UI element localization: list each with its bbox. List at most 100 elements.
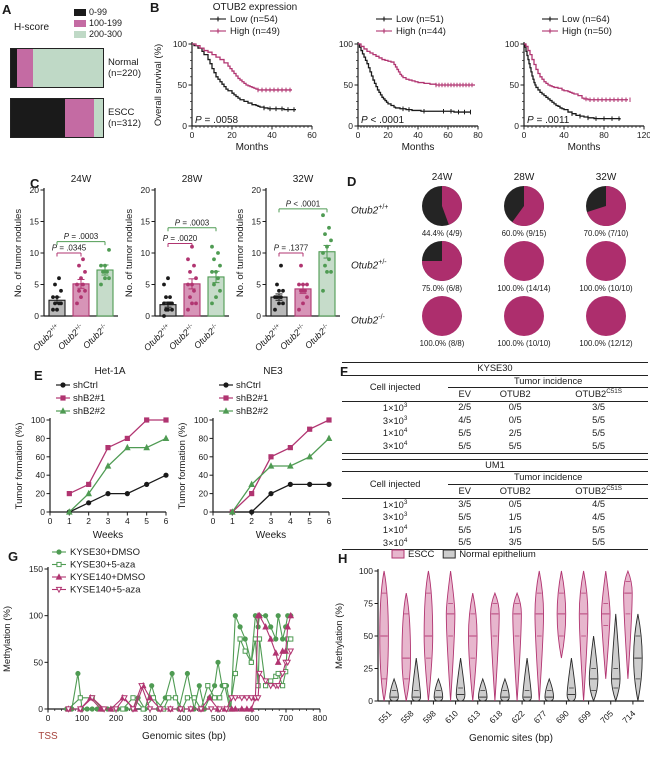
methylation-violin-chart: ESCC Normal epithelium 0 25 50 75 100 551 558 598… <box>332 543 650 757</box>
pie-cell: 75.0% (6/8) <box>401 238 483 293</box>
nodule-chart-32W: 32W 0 5 10 15 20 Otub2+/+Otub2+/-Otub2-/- P = .… <box>235 174 340 353</box>
svg-text:60: 60 <box>443 130 453 140</box>
svg-text:5: 5 <box>34 280 39 290</box>
svg-text:shCtrl: shCtrl <box>73 380 98 391</box>
svg-text:75: 75 <box>364 599 374 609</box>
hscore-legend-item: 100-199 <box>74 18 122 29</box>
svg-text:KYSE140+5-aza: KYSE140+5-aza <box>70 585 141 596</box>
pie <box>504 296 544 336</box>
svg-text:150: 150 <box>29 564 43 574</box>
svg-text:677: 677 <box>532 708 549 725</box>
svg-text:60: 60 <box>307 130 317 140</box>
tumor-nodule-charts: 24W 0 5 10 15 20 Otub2+/+ Otub2+/- Otub2-/- P = .… <box>12 168 345 365</box>
svg-text:60: 60 <box>36 452 46 462</box>
svg-text:100: 100 <box>194 415 208 425</box>
svg-text:100: 100 <box>359 566 373 576</box>
panel-e-label: E <box>34 368 43 383</box>
svg-text:3: 3 <box>269 516 274 526</box>
pie-row: Otub2+/+ 44.4% (4/9) 60.0% (9/15) 70.0% (7/… <box>345 183 650 238</box>
svg-text:25: 25 <box>364 664 374 674</box>
svg-text:Months: Months <box>402 142 435 153</box>
svg-text:Otub2+/-: Otub2+/- <box>56 322 85 351</box>
svg-text:0: 0 <box>190 130 195 140</box>
svg-text:50: 50 <box>34 657 44 667</box>
svg-text:1: 1 <box>67 516 72 526</box>
svg-text:0: 0 <box>40 507 45 517</box>
panel-h: H ESCC Normal epithelium 0 25 50 75 100 551 558 5… <box>332 543 650 757</box>
svg-text:50: 50 <box>510 80 520 90</box>
svg-text:No. of tumor nodules: No. of tumor nodules <box>124 209 135 297</box>
pie-row: Otub2-/- 100.0% (8/8) 100.0% (10/10) 100.0%… <box>345 293 650 348</box>
svg-text:Overall survival (%): Overall survival (%) <box>153 44 164 126</box>
svg-text:Otub2-/-: Otub2-/- <box>81 322 109 350</box>
svg-text:High (n=50): High (n=50) <box>562 26 612 37</box>
svg-text:100: 100 <box>75 713 89 723</box>
nodule-chart-24W: 24W 0 5 10 15 20 Otub2+/+Otub2+/-Otub2-/- P = .… <box>13 174 118 353</box>
svg-text:20: 20 <box>199 489 209 499</box>
svg-text:15: 15 <box>252 217 262 227</box>
pie-cell: 44.4% (4/9) <box>401 183 483 238</box>
panel-c-label: C <box>30 176 40 191</box>
svg-text:622: 622 <box>509 708 526 725</box>
svg-text:40: 40 <box>413 130 423 140</box>
svg-text:Tumor formation (%): Tumor formation (%) <box>14 423 25 510</box>
svg-text:Otub2+/+: Otub2+/+ <box>142 322 173 353</box>
svg-text:P = .0020: P = .0020 <box>163 234 198 243</box>
panel-c: C 24W 0 5 10 15 20 Otub2+/+ Otub2+/- Otub2-/- P =… <box>12 168 345 365</box>
svg-text:3: 3 <box>106 516 111 526</box>
svg-text:TSS: TSS <box>38 731 58 742</box>
pie <box>422 241 462 281</box>
svg-text:1: 1 <box>230 516 235 526</box>
svg-text:618: 618 <box>487 708 504 725</box>
table-row: 1×103 3/5 0/5 4/5 <box>382 498 606 510</box>
svg-text:No. of tumor nodules: No. of tumor nodules <box>13 209 24 297</box>
svg-text:0: 0 <box>211 516 216 526</box>
svg-text:400: 400 <box>177 713 191 723</box>
legend-swatch <box>74 31 86 38</box>
svg-text:KYSE30+5-aza: KYSE30+5-aza <box>70 560 136 571</box>
table-row: 1×103 2/5 0/5 3/5 <box>382 401 606 414</box>
nodule-chart-28W: 28W 0 5 10 15 20 Otub2+/+Otub2+/-Otub2-/- P = .… <box>124 174 229 353</box>
svg-text:Otub2+/+: Otub2+/+ <box>253 322 284 353</box>
formation-chart-Het-1A: Het-1A shCtrl shB2#1 shB2#2 0 20 40 60 80 100 0 1 2 3… <box>14 366 170 541</box>
svg-text:KYSE140+DMSO: KYSE140+DMSO <box>70 572 145 583</box>
km-plot-3: Low (n=64)High (n=50) 0 50 100 0 40 80 120 P = .… <box>505 14 650 153</box>
svg-text:Methylation (%): Methylation (%) <box>2 606 13 672</box>
svg-text:100: 100 <box>339 39 353 49</box>
svg-text:P < .0001: P < .0001 <box>286 199 321 208</box>
svg-text:OTUB2 expression: OTUB2 expression <box>213 2 297 13</box>
svg-text:600: 600 <box>245 713 259 723</box>
pie <box>586 186 627 226</box>
incidence-table-UM1: UM1 Cell injected Tumor incidence EV OTUB2 OT… <box>342 458 648 551</box>
pie <box>422 296 462 336</box>
hscore-bar-row: Normal (n=220) <box>10 48 152 88</box>
svg-text:0: 0 <box>38 704 43 714</box>
svg-text:500: 500 <box>211 713 225 723</box>
svg-text:4: 4 <box>125 516 130 526</box>
pie <box>422 186 462 226</box>
panel-g-label: G <box>8 549 19 564</box>
svg-text:5: 5 <box>144 516 149 526</box>
svg-text:598: 598 <box>421 708 438 725</box>
svg-text:20: 20 <box>141 185 151 195</box>
svg-text:Otub2+/+: Otub2+/+ <box>31 322 62 353</box>
svg-text:Otub2-/-: Otub2-/- <box>192 322 220 350</box>
tumor-incidence-tables: KYSE30 Cell injected Tumor incidence EV OTUB… <box>342 362 648 555</box>
svg-text:15: 15 <box>30 217 40 227</box>
svg-text:shB2#2: shB2#2 <box>236 406 268 417</box>
svg-text:800: 800 <box>313 713 327 723</box>
svg-text:40: 40 <box>199 470 209 480</box>
svg-text:50: 50 <box>364 631 374 641</box>
svg-text:shB2#1: shB2#1 <box>236 393 268 404</box>
survival-charts: OTUB2 expression Low (n=54) High (n=49) 0 50… <box>152 0 650 168</box>
svg-text:Months: Months <box>236 142 269 153</box>
svg-text:80: 80 <box>473 130 483 140</box>
svg-text:4: 4 <box>288 516 293 526</box>
table-row: 3×103 5/5 1/5 4/5 <box>382 511 606 523</box>
pie-cell: 100.0% (10/10) <box>483 293 565 348</box>
table-row: 3×104 5/5 5/5 5/5 <box>382 440 606 452</box>
pie-col-headers: 24W 28W 32W <box>431 172 617 183</box>
pie-cell: 70.0% (7/10) <box>565 183 647 238</box>
